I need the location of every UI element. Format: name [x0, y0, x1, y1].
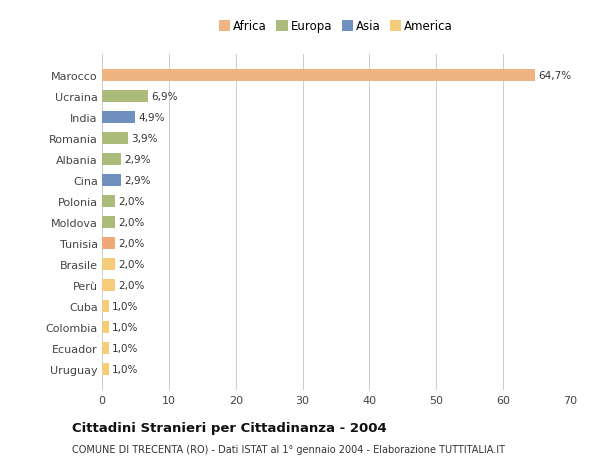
Text: 4,9%: 4,9%	[138, 113, 164, 123]
Text: 3,9%: 3,9%	[131, 134, 158, 144]
Bar	[102, 322, 109, 333]
Bar	[102, 364, 109, 375]
Bar	[102, 238, 115, 249]
Bar	[102, 175, 121, 186]
Text: 1,0%: 1,0%	[112, 364, 139, 374]
Text: COMUNE DI TRECENTA (RO) - Dati ISTAT al 1° gennaio 2004 - Elaborazione TUTTITALI: COMUNE DI TRECENTA (RO) - Dati ISTAT al …	[72, 444, 505, 454]
Bar	[102, 91, 148, 103]
Text: 2,0%: 2,0%	[119, 259, 145, 269]
Text: 2,9%: 2,9%	[125, 176, 151, 186]
Bar	[102, 112, 135, 123]
Text: 2,0%: 2,0%	[119, 218, 145, 228]
Bar	[102, 133, 128, 145]
Bar	[102, 280, 115, 291]
Legend: Africa, Europa, Asia, America: Africa, Europa, Asia, America	[217, 17, 455, 35]
Text: 1,0%: 1,0%	[112, 302, 139, 311]
Bar	[102, 342, 109, 354]
Text: 6,9%: 6,9%	[151, 92, 178, 102]
Text: Cittadini Stranieri per Cittadinanza - 2004: Cittadini Stranieri per Cittadinanza - 2…	[72, 421, 387, 435]
Text: 2,9%: 2,9%	[125, 155, 151, 165]
Text: 64,7%: 64,7%	[538, 71, 571, 81]
Text: 1,0%: 1,0%	[112, 343, 139, 353]
Bar	[102, 154, 121, 166]
Bar	[102, 301, 109, 312]
Bar	[102, 196, 115, 207]
Bar	[102, 259, 115, 270]
Bar	[102, 70, 535, 82]
Text: 1,0%: 1,0%	[112, 322, 139, 332]
Text: 2,0%: 2,0%	[119, 197, 145, 207]
Text: 2,0%: 2,0%	[119, 280, 145, 291]
Bar	[102, 217, 115, 229]
Text: 2,0%: 2,0%	[119, 239, 145, 248]
